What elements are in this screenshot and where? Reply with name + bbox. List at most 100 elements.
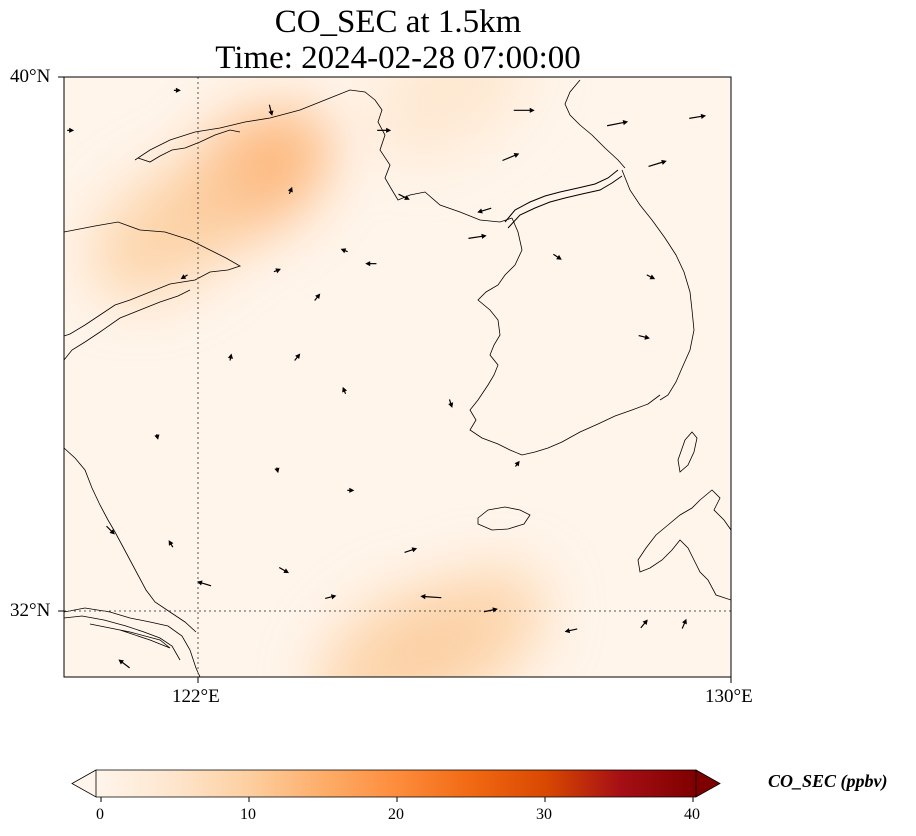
colorbar-ticks (100, 797, 694, 802)
wind-arrow (513, 107, 535, 113)
axis-ticks (58, 76, 732, 683)
wind-arrow (483, 607, 498, 613)
lat-tick-40n: 40°N (10, 66, 51, 87)
wind-vectors (59, 87, 707, 769)
map-background (64, 77, 731, 677)
border-china-korea (504, 169, 619, 223)
colorbar-extend-max (695, 769, 721, 798)
wind-arrow (606, 119, 629, 127)
coastline-tsushima (677, 431, 698, 473)
lon-tick-130e: 130°E (705, 686, 753, 707)
wind-arrow (67, 127, 75, 133)
coastline-china-east (64, 447, 197, 633)
coastline-kyushu (637, 489, 731, 601)
wind-arrow (502, 153, 520, 162)
wind-arrow (638, 334, 650, 340)
wind-arrow (301, 701, 306, 707)
wind-arrow (268, 104, 274, 116)
coastline-liaodong (134, 89, 513, 223)
wind-arrow (648, 159, 667, 168)
wind-arrow (273, 268, 281, 274)
colorbar-tick-label: 30 (536, 806, 552, 823)
colorbar-outline (96, 769, 696, 798)
wind-arrow (353, 741, 363, 746)
colorbar-extend-min (71, 769, 97, 798)
wind-arrow (640, 619, 648, 629)
wind-arrow (646, 274, 656, 280)
wind-arrow (468, 233, 487, 239)
wind-arrow (564, 628, 578, 634)
wind-arrow (278, 567, 290, 574)
wind-arrow (477, 207, 492, 214)
coastline-northeast (564, 79, 626, 169)
wind-arrow (154, 434, 160, 440)
wind-arrow (404, 547, 418, 554)
map-frame (63, 76, 732, 678)
wind-arrow (274, 467, 280, 474)
wind-arrow (140, 748, 148, 754)
wind-arrow (197, 580, 212, 587)
wind-arrow (342, 386, 348, 395)
border-china-korea-2 (507, 175, 623, 229)
gridlines (64, 77, 731, 677)
wind-arrow (636, 677, 641, 690)
coastline-bohai-west (137, 129, 241, 163)
wind-arrow (59, 699, 69, 707)
wind-arrow (347, 487, 355, 493)
wind-arrow (420, 594, 442, 600)
concentration-blob (370, 77, 532, 159)
wind-arrow (377, 127, 392, 133)
colorbar-tick-label: 10 (240, 806, 256, 823)
wind-arrow (474, 702, 479, 708)
map-title: CO_SEC at 1.5km (274, 4, 522, 40)
wind-arrow (681, 618, 687, 629)
coastline-korea-west (469, 217, 661, 456)
wind-arrow (325, 594, 337, 600)
wind-arrow (340, 248, 348, 254)
concentration-field (90, 77, 545, 677)
colorbar-tick-label: 0 (96, 806, 104, 823)
coastline-yangtze (64, 607, 201, 677)
wind-arrow (542, 719, 547, 729)
wind-arrow (421, 719, 426, 727)
wind-arrow (553, 253, 562, 260)
wind-arrow (448, 399, 454, 408)
coastline-jeju (477, 506, 531, 531)
wind-arrow (287, 186, 293, 195)
colorbar-bar (96, 770, 696, 797)
map-timestamp: Time: 2024-02-28 07:00:00 (215, 40, 581, 76)
wind-arrow (422, 694, 427, 701)
wind-arrow (398, 193, 410, 200)
wind-arrow (106, 525, 115, 535)
lat-tick-32n: 32°N (10, 600, 51, 621)
wind-arrow (304, 681, 318, 686)
concentration-blob (90, 161, 251, 299)
wind-arrow (215, 755, 220, 760)
wind-arrow (689, 113, 707, 119)
colorbar-tick-label: 20 (388, 806, 404, 823)
coastline-korea-east (621, 169, 695, 401)
wind-arrow (227, 353, 234, 361)
wind-arrow (180, 274, 188, 280)
wind-arrow (294, 353, 301, 361)
coastlines (64, 79, 731, 677)
concentration-blob (384, 568, 545, 677)
lon-tick-122e: 122°E (172, 686, 220, 707)
colorbar-label: CO_SEC (ppbv) (768, 771, 888, 791)
colorbar-tick-label: 40 (684, 806, 700, 823)
wind-arrow (168, 540, 174, 548)
coastline-bohai-north (64, 221, 241, 337)
coastline-chongming (89, 623, 171, 649)
coastline-yangtze-2 (64, 615, 181, 661)
wind-arrow (365, 261, 377, 267)
wind-arrow (622, 758, 627, 769)
wind-arrow (621, 720, 626, 727)
wind-arrow (608, 731, 614, 744)
wind-arrow (221, 714, 227, 720)
wind-arrow (314, 293, 321, 301)
coastline-shandong (64, 289, 191, 361)
wind-arrow (118, 659, 130, 669)
wind-arrow (173, 87, 181, 93)
wind-arrow (514, 460, 520, 467)
